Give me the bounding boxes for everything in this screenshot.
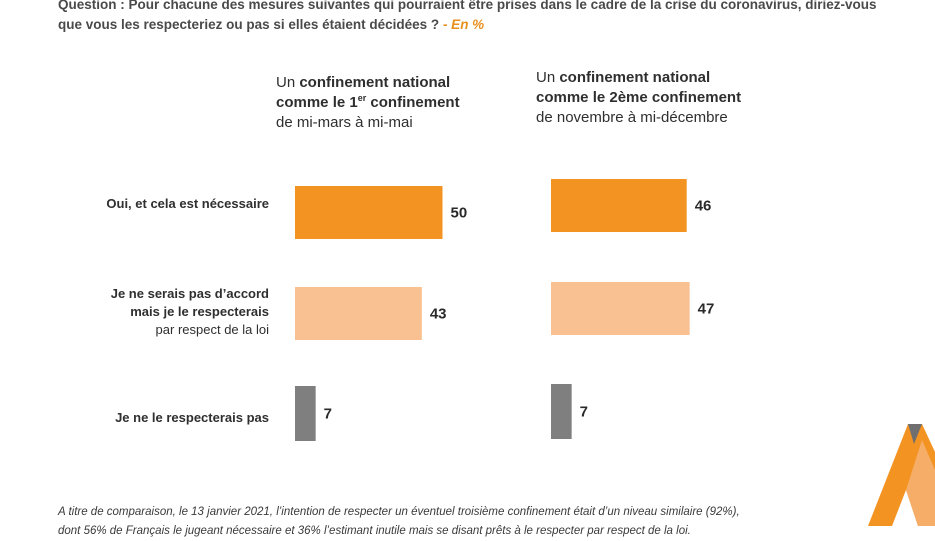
- col2-line3: de novembre à mi-décembre: [536, 109, 728, 126]
- question-label: Question :: [58, 0, 125, 12]
- row-label-necessary: Oui, et cela est nécessaire: [106, 195, 269, 213]
- bar-value-series1-row3: 7: [324, 406, 332, 423]
- col1-line2-bold: comme le 1: [276, 94, 358, 111]
- bar-series1-row1: [295, 186, 443, 239]
- row1-label: Oui, et cela est nécessaire: [106, 196, 269, 211]
- bar-chart: 50 43 7 46 47 7: [295, 179, 935, 526]
- col1-line1-bold: confinement national: [299, 74, 451, 91]
- col1-line2-rest: confinement: [366, 94, 460, 111]
- bar-value-series2-row3: 7: [580, 404, 588, 421]
- bar-series1-row2: [295, 287, 422, 340]
- footnote-line2: dont 56% de Français le jugeant nécessai…: [58, 525, 691, 537]
- logo-icon: [868, 424, 935, 526]
- question-body: Pour chacune des mesures suivantes qui p…: [58, 0, 877, 32]
- row-label-not-respect: Je ne le respecterais pas: [115, 409, 269, 427]
- footnote-line1: A titre de comparaison, le 13 janvier 20…: [58, 506, 740, 518]
- column-header-2: Un confinement national comme le 2ème co…: [536, 68, 741, 128]
- bar-value-series2-row1: 46: [695, 198, 712, 215]
- row2-label-line1: Je ne serais pas d’accord: [110, 286, 269, 301]
- bar-series1-row3: [295, 386, 316, 441]
- col1-line1-pre: Un: [276, 74, 300, 91]
- col1-line3: de mi-mars à mi-mai: [276, 114, 413, 131]
- row2-label-line2: mais je le respecterais: [130, 304, 269, 319]
- row2-label-line3: par respect de la loi: [155, 322, 269, 337]
- footnote: A titre de comparaison, le 13 janvier 20…: [58, 503, 878, 541]
- col1-line2-sup: er: [357, 93, 367, 103]
- bar-series2-row1: [551, 179, 687, 232]
- row-label-respect-law: Je ne serais pas d’accord mais je le res…: [111, 285, 269, 339]
- bar-value-series2-row2: 47: [698, 301, 715, 318]
- question-text: Question : Pour chacune des mesures suiv…: [58, 0, 878, 35]
- col2-line2-bold: comme le 2ème confinement: [536, 89, 742, 106]
- bar-value-series1-row1: 50: [451, 205, 468, 222]
- column-header-1: Un confinement national comme le 1er con…: [276, 73, 460, 133]
- question-unit: - En %: [442, 17, 485, 32]
- bar-series2-row3: [551, 384, 572, 439]
- col2-line1-pre: Un: [536, 69, 560, 86]
- bar-value-series1-row2: 43: [430, 306, 447, 323]
- bar-series2-row2: [551, 282, 690, 335]
- col2-line1-bold: confinement national: [559, 69, 711, 86]
- row3-label: Je ne le respecterais pas: [115, 410, 269, 425]
